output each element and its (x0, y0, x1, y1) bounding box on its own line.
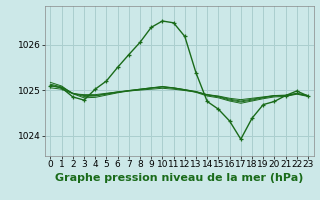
X-axis label: Graphe pression niveau de la mer (hPa): Graphe pression niveau de la mer (hPa) (55, 173, 303, 183)
